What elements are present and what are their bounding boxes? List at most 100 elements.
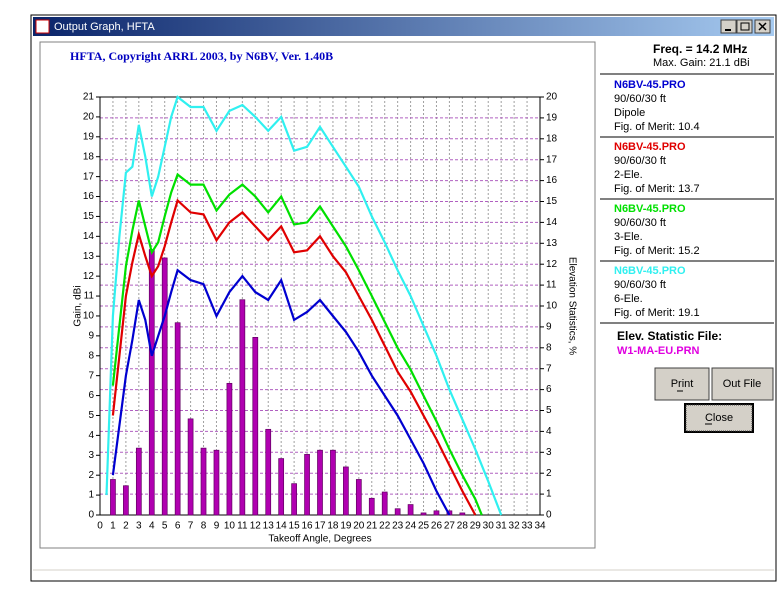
x-tick-label: 30: [483, 521, 495, 532]
window-controls[interactable]: [720, 19, 771, 34]
y2-tick-label: 20: [546, 92, 558, 103]
stat-bar: [135, 447, 142, 516]
out-file-button[interactable]: [711, 367, 774, 401]
y2-tick-label: 5: [546, 405, 552, 416]
stat-bar: [420, 512, 427, 516]
legend-merit: Fig. of Merit: 13.7: [614, 183, 700, 195]
freq: Freq. = 14.2 MHz: [653, 42, 747, 56]
stat-bar: [304, 454, 310, 516]
x-tick-label: 5: [162, 521, 168, 532]
y-tick-label: 20: [83, 112, 95, 123]
panel: Freq. = 14.2 MHz Max. Gain: 21.1 dBi: [653, 42, 750, 69]
y2-tick-label: 10: [546, 301, 558, 312]
y2-tick-label: 12: [546, 259, 558, 270]
x-tick-label: 24: [405, 521, 417, 532]
x-tick-label: 16: [301, 521, 313, 532]
close-glyph: [758, 22, 767, 31]
y2-tick-label: 18: [546, 133, 558, 144]
stat-bar: [123, 485, 129, 516]
chart-title: HFTA, Copyright ARRL 2003, by N6BV, Ver.…: [70, 49, 333, 63]
y-axis-label: Gain, dBi: [73, 285, 84, 326]
gain-line: [105, 95, 503, 516]
legend-merit: Fig. of Merit: 19.1: [614, 307, 700, 319]
x-tick-label: 26: [431, 521, 443, 532]
x-tick-label: 17: [314, 521, 326, 532]
y-tick-label: 0: [88, 510, 94, 521]
stat-bar: [226, 382, 233, 516]
x-tick-label: 11: [237, 521, 248, 532]
x-tick-label: 18: [327, 521, 339, 532]
y-tick-label: 5: [88, 410, 94, 421]
stat-bar: [394, 508, 401, 516]
y2-tick-label: 9: [546, 322, 552, 333]
button-label[interactable]: Out File: [723, 378, 762, 390]
stat-bar: [368, 497, 375, 516]
x-tick-label: 6: [175, 521, 181, 532]
window-title: Output Graph, HFTA: [54, 21, 155, 33]
stat-bar: [407, 504, 414, 516]
stat-bar: [291, 483, 297, 516]
gain-line: [111, 198, 477, 516]
x-tick-label: 23: [392, 521, 404, 532]
stat-bar: [161, 257, 168, 516]
y2-tick-label: 15: [546, 196, 558, 207]
button-label[interactable]: Print: [671, 378, 694, 390]
x-tick-label: 19: [340, 521, 352, 532]
x-tick-label: 34: [534, 521, 546, 532]
x-tick-label: 0: [97, 521, 103, 532]
stat-bar: [239, 299, 246, 516]
y-tick-label: 2: [88, 470, 94, 481]
stat-bar: [213, 449, 220, 516]
minimize-button[interactable]: [720, 19, 737, 34]
stat-bar: [187, 418, 194, 516]
x-tick-label: 28: [457, 521, 469, 532]
app-icon: [35, 19, 50, 34]
x-tick-label: 1: [110, 521, 116, 532]
y-tick-label: 14: [83, 231, 95, 242]
y-tick-label: 3: [88, 450, 94, 461]
x-tick-label: 13: [263, 521, 275, 532]
y2-tick-label: 11: [546, 280, 557, 291]
x-tick-label: 8: [201, 521, 207, 532]
legend-file: N6BV-45.PRO: [614, 265, 686, 277]
legend-name: Dipole: [614, 107, 645, 119]
y-tick-label: 6: [88, 390, 94, 401]
x-tick-label: 2: [123, 521, 129, 532]
y-tick-label: 8: [88, 350, 94, 361]
legend-file: N6BV-45.PRO: [614, 203, 686, 215]
x-tick-label: 33: [521, 521, 533, 532]
legend-height: 90/60/30 ft: [614, 217, 666, 229]
y2-tick-label: 4: [546, 426, 552, 437]
stat-bar: [459, 512, 466, 516]
maximize-button[interactable]: [736, 19, 753, 34]
legend-file: N6BV-45.PRO: [614, 79, 686, 91]
y-tick-label: 16: [83, 191, 95, 202]
close-button[interactable]: [685, 404, 753, 432]
stat-bar: [433, 510, 440, 516]
y-tick-label: 1: [88, 490, 94, 501]
x-tick-label: 9: [214, 521, 220, 532]
y-tick-label: 18: [83, 151, 95, 162]
x-tick-label: 32: [509, 521, 521, 532]
x-axis-label: Takeoff Angle, Degrees: [268, 534, 371, 545]
legend-height: 90/60/30 ft: [614, 93, 666, 105]
y2-tick-label: 19: [546, 113, 558, 124]
stat-bar: [148, 249, 155, 516]
y-tick-label: 13: [83, 251, 95, 262]
max-gain: Max. Gain: 21.1 dBi: [653, 57, 750, 69]
stat-bar: [381, 491, 388, 516]
button-label[interactable]: Close: [705, 412, 733, 424]
stat-title: Elev. Statistic File:: [617, 329, 722, 343]
print-button[interactable]: [654, 367, 710, 401]
y-tick-label: 10: [83, 311, 95, 322]
y-tick-label: 7: [88, 370, 94, 381]
x-tick-label: 14: [276, 521, 288, 532]
stat-bar: [110, 479, 116, 516]
x-tick-label: 21: [366, 521, 378, 532]
gain-line: [111, 172, 483, 516]
y-tick-label: 21: [83, 92, 95, 103]
y-tick-label: 12: [83, 271, 95, 282]
legend-name: 6-Ele.: [614, 293, 643, 305]
y-tick-label: 17: [83, 171, 95, 182]
